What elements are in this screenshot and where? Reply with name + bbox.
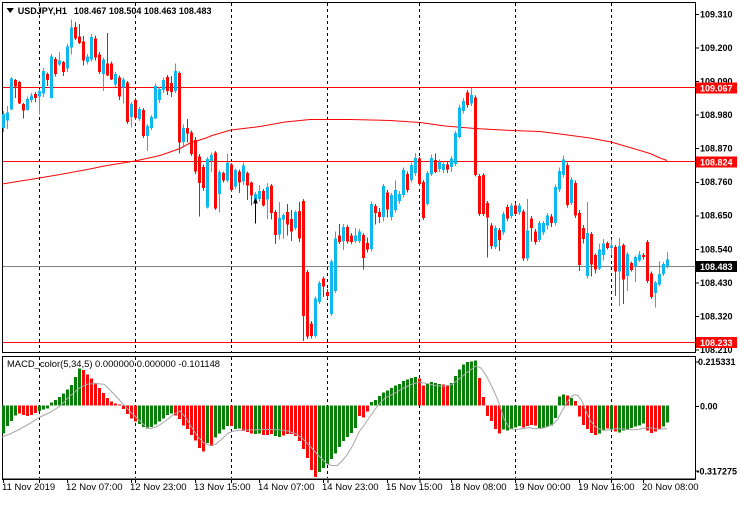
svg-text:14 Nov 07:00: 14 Nov 07:00	[258, 482, 315, 493]
svg-text:108.824: 108.824	[700, 157, 733, 167]
svg-text:MACD_color(5,34,5) 0.000000 0.: MACD_color(5,34,5) 0.000000 0.000000 -0.…	[7, 358, 220, 369]
svg-text:109.067: 109.067	[700, 83, 733, 93]
svg-text:109.200: 109.200	[700, 43, 733, 53]
svg-text:108.483: 108.483	[700, 262, 733, 272]
svg-text:20 Nov 08:00: 20 Nov 08:00	[642, 482, 699, 493]
svg-text:19 Nov 00:00: 19 Nov 00:00	[514, 482, 571, 493]
svg-text:108.980: 108.980	[700, 110, 733, 120]
svg-text:-0.317275: -0.317275	[697, 466, 738, 476]
svg-text:0.00: 0.00	[700, 402, 718, 412]
svg-text:108.870: 108.870	[700, 144, 733, 154]
svg-text:11 Nov 2019: 11 Nov 2019	[2, 482, 55, 493]
svg-text:108.233: 108.233	[700, 338, 733, 348]
svg-text:13 Nov 15:00: 13 Nov 15:00	[194, 482, 251, 493]
svg-text:14 Nov 23:00: 14 Nov 23:00	[322, 482, 379, 493]
svg-text:108.650: 108.650	[700, 211, 733, 221]
svg-text:108.760: 108.760	[700, 177, 733, 187]
svg-text:12 Nov 07:00: 12 Nov 07:00	[66, 482, 123, 493]
svg-text:19 Nov 16:00: 19 Nov 16:00	[578, 482, 635, 493]
svg-text:USDJPY,H1 108.467 108.504 108: USDJPY,H1 108.467 108.504 108.463 108.48…	[18, 6, 212, 16]
svg-text:109.090: 109.090	[700, 77, 733, 87]
svg-text:109.310: 109.310	[700, 9, 733, 19]
svg-text:108.320: 108.320	[700, 311, 733, 321]
svg-text:0.215331: 0.215331	[698, 357, 736, 367]
svg-text:15 Nov 15:00: 15 Nov 15:00	[386, 482, 443, 493]
svg-text:108.540: 108.540	[700, 244, 733, 254]
svg-text:12 Nov 23:00: 12 Nov 23:00	[130, 482, 187, 493]
svg-text:108.210: 108.210	[700, 345, 733, 355]
svg-text:108.430: 108.430	[700, 278, 733, 288]
svg-text:18 Nov 08:00: 18 Nov 08:00	[450, 482, 507, 493]
